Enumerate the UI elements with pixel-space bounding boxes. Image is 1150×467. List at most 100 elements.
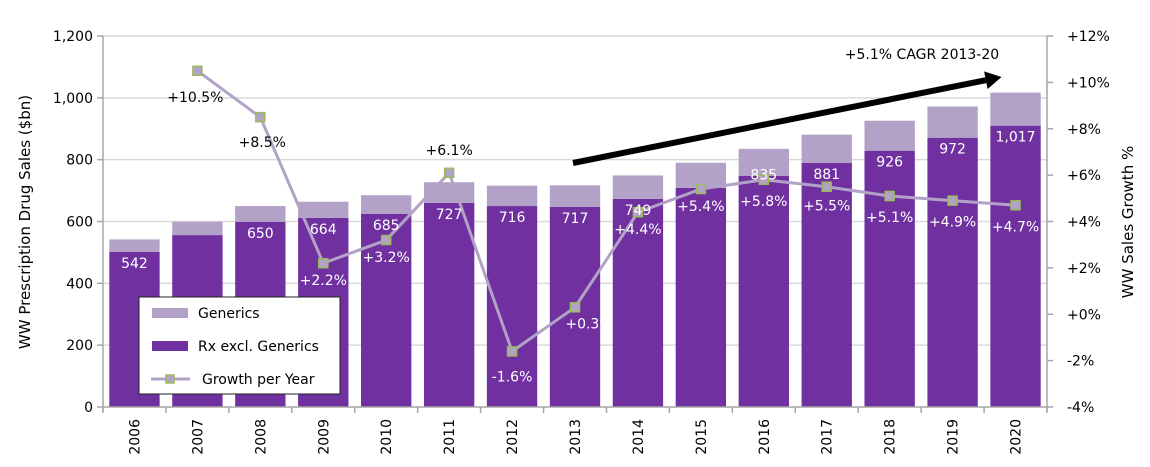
x-tick-label: 2020 bbox=[1009, 419, 1025, 455]
growth-label: +6.1% bbox=[425, 143, 472, 159]
y2-tick-label: +0% bbox=[1067, 307, 1101, 323]
x-tick-label: 2011 bbox=[442, 419, 458, 455]
y2-tick-label: +8% bbox=[1067, 122, 1101, 138]
bar-rx-2017 bbox=[801, 162, 852, 407]
growth-labels: +10.5% +8.5% +2.2% +3.2% +6.1% -1.6% +0.3% +4.4… bbox=[167, 90, 1039, 386]
bar-rx-2011 bbox=[423, 202, 475, 407]
bar-generics-2012 bbox=[486, 185, 538, 207]
growth-label: +4.9% bbox=[929, 215, 976, 231]
bar-total-label: 926 bbox=[876, 155, 903, 171]
growth-label: +5.1% bbox=[866, 210, 913, 226]
legend: Generics Rx excl. Generics Growth per Ye… bbox=[138, 296, 341, 395]
bar-rx-2020 bbox=[990, 125, 1041, 408]
x-tick-label: 2009 bbox=[316, 419, 332, 455]
y-axis-title: WW Prescription Drug Sales ($bn) bbox=[16, 95, 34, 349]
growth-marker-2010 bbox=[380, 234, 392, 246]
bar-total-label: 717 bbox=[562, 211, 589, 227]
growth-marker-2011 bbox=[443, 167, 455, 179]
growth-marker-2018 bbox=[884, 190, 895, 202]
bar-rx-2018 bbox=[864, 150, 915, 407]
bar-generics-2007 bbox=[172, 221, 223, 236]
growth-marker-2016 bbox=[758, 174, 770, 186]
growth-label: +4.4% bbox=[614, 222, 661, 238]
bar-total-label: 727 bbox=[436, 207, 463, 223]
bar-generics-2009 bbox=[298, 201, 349, 218]
x-tick-label: 2013 bbox=[568, 419, 584, 455]
y-tick-labels: 0 200 400 600 800 1,000 1,200 bbox=[53, 29, 93, 416]
growth-marker-2012 bbox=[506, 346, 518, 357]
bar-generics-2020 bbox=[990, 92, 1041, 126]
bar-generics-2010 bbox=[361, 195, 412, 214]
growth-label: +4.7% bbox=[992, 219, 1039, 235]
axes bbox=[97, 35, 1053, 413]
growth-label: +0.3% bbox=[565, 316, 612, 332]
bar-total-label: 542 bbox=[121, 256, 148, 272]
y2-tick-label: +4% bbox=[1067, 215, 1101, 231]
x-tick-label: 2006 bbox=[127, 419, 143, 455]
x-tick-label: 2018 bbox=[883, 419, 899, 455]
x-tick-label: 2016 bbox=[757, 419, 773, 455]
y2-tick-label: -2% bbox=[1067, 354, 1094, 370]
x-tick-label: 2008 bbox=[253, 419, 269, 455]
bar-rx-2014 bbox=[612, 198, 664, 407]
bar-total-label: 664 bbox=[310, 222, 337, 238]
x-tick-labels: 2006 2007 2008 2009 2010 2011 2012 2013 2014 2015… bbox=[127, 419, 1024, 455]
legend-swatch-generics bbox=[152, 308, 188, 318]
growth-line-path bbox=[196, 69, 1016, 353]
y2-axis-title: WW Sales Growth % bbox=[1119, 146, 1137, 298]
x-tick-label: 2007 bbox=[190, 419, 206, 455]
legend-swatch-growth-marker bbox=[165, 374, 175, 384]
cagr-arrow-line bbox=[572, 77, 987, 166]
x-tick-label: 2014 bbox=[631, 419, 647, 455]
bar-generics-2014 bbox=[612, 175, 664, 199]
growth-marker-2013 bbox=[569, 302, 581, 313]
bar-generics-2006 bbox=[109, 239, 160, 252]
y2-tick-label: -4% bbox=[1067, 400, 1094, 416]
bar-generics-2019 bbox=[927, 106, 978, 138]
bar-generics-2015 bbox=[675, 162, 727, 188]
growth-marker-2008 bbox=[255, 111, 266, 123]
y-tick-label: 400 bbox=[66, 276, 93, 292]
bar-total-label: 749 bbox=[625, 203, 652, 219]
y-tick-label: 800 bbox=[66, 153, 93, 169]
y2-tick-label: +2% bbox=[1067, 261, 1101, 277]
bar-total-label: 972 bbox=[939, 142, 966, 158]
x-tick-label: 2017 bbox=[820, 419, 836, 455]
cagr-arrow-head bbox=[984, 71, 1002, 89]
cagr-annotation: +5.1% CAGR 2013-20 bbox=[845, 47, 999, 63]
y-tick-label: 200 bbox=[66, 338, 93, 354]
bar-generics-2008 bbox=[235, 206, 286, 222]
y2-tick-label: +6% bbox=[1067, 168, 1101, 184]
legend-swatch-rx bbox=[152, 341, 188, 351]
growth-marker-2017 bbox=[821, 181, 832, 192]
bar-rx-2015 bbox=[675, 187, 727, 407]
growth-marker-2015 bbox=[695, 183, 707, 195]
growth-marker-2019 bbox=[947, 195, 958, 206]
bar-generics-2016 bbox=[738, 148, 789, 176]
y-tick-label: 1,200 bbox=[53, 29, 93, 45]
growth-label: +8.5% bbox=[239, 135, 286, 151]
bar-generics-2018 bbox=[864, 120, 915, 151]
cagr-arrow bbox=[572, 71, 1002, 166]
bar-total-label: 650 bbox=[247, 226, 274, 242]
growth-line bbox=[192, 65, 1021, 357]
growth-label: +5.4% bbox=[677, 199, 724, 215]
growth-label: +5.8% bbox=[740, 194, 787, 210]
y-tick-label: 1,000 bbox=[53, 91, 93, 107]
bar-total-label: 716 bbox=[499, 210, 526, 226]
growth-label: -1.6% bbox=[492, 369, 533, 385]
x-tick-label: 2010 bbox=[379, 419, 395, 455]
growth-marker-2014 bbox=[632, 206, 644, 218]
growth-label: +5.5% bbox=[803, 199, 850, 215]
y2-tick-labels: -4% -2% +0% +2% +4% +6% +8% +10% +12% bbox=[1067, 29, 1110, 416]
growth-marker-2009 bbox=[318, 257, 329, 269]
growth-marker-2007 bbox=[192, 65, 203, 77]
growth-label: +3.2% bbox=[363, 250, 410, 266]
legend-label-growth: Growth per Year bbox=[202, 372, 315, 388]
bar-rx-2016 bbox=[738, 175, 789, 407]
bar-total-label: 881 bbox=[813, 167, 840, 183]
growth-label: +10.5% bbox=[167, 90, 223, 106]
bar-total-label: 1,017 bbox=[995, 130, 1035, 146]
bar-generics-2013 bbox=[549, 185, 601, 207]
